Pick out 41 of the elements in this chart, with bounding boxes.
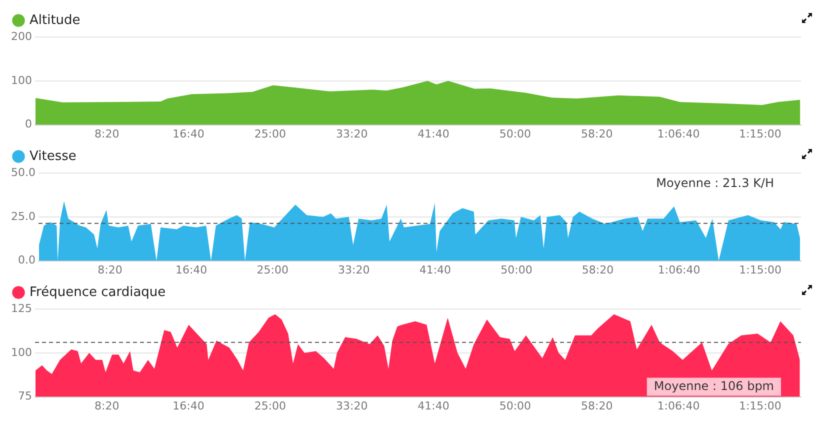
x-tick-label: 41:40 [418,399,450,412]
x-tick-label: 58:20 [580,127,613,140]
x-tick-label: 25:00 [254,399,286,412]
x-tick-label: 50:00 [500,263,532,276]
x-tick-label: 58:20 [582,263,614,276]
y-tick-label: 75 [18,390,32,403]
x-tick-label: 41:40 [419,263,452,276]
x-tick-label: 50:00 [499,399,532,412]
x-tick-label: 41:40 [418,127,450,140]
y-tick-label: 125 [10,302,32,315]
y-tick-label: 50.0 [10,166,36,179]
x-tick-label: 8:20 [94,127,120,140]
x-tick-label: 8:20 [94,399,120,412]
x-tick-label: 1:06:40 [657,399,700,412]
x-tick-label: 1:15:00 [738,399,782,412]
x-tick-label: 33:20 [336,127,368,140]
x-tick-label: 33:20 [338,263,370,276]
y-tick-label: 0.0 [18,254,36,267]
x-tick-label: 1:15:00 [739,263,782,276]
x-tick-label: 25:00 [254,127,286,140]
legend-label: Vitesse [30,148,76,164]
x-tick-label: 16:40 [172,399,204,412]
y-tick-label: 100 [10,74,32,87]
y-tick-label: 25.0 [10,210,36,223]
x-tick-label: 25:00 [256,263,288,276]
x-tick-label: 8:20 [98,263,122,276]
x-tick-label: 1:06:40 [658,263,700,276]
y-tick-label: 0 [24,118,32,131]
x-tick-label: 16:40 [175,263,208,276]
y-tick-label: 200 [10,30,32,43]
y-tick-label: 100 [10,346,32,359]
x-tick-label: 1:15:00 [738,127,782,140]
x-tick-label: 33:20 [336,399,368,412]
ref-line-label: Moyenne : 21.3 K/H [656,176,774,190]
x-tick-label: 58:20 [580,399,613,412]
legend-label: Fréquence cardiaque [30,284,166,300]
ref-line-label: Moyenne : 106 bpm [654,378,774,393]
legend-label: Altitude [30,12,80,28]
x-tick-label: 1:06:40 [657,127,700,140]
x-tick-label: 50:00 [499,127,532,140]
x-tick-label: 16:40 [172,127,204,140]
